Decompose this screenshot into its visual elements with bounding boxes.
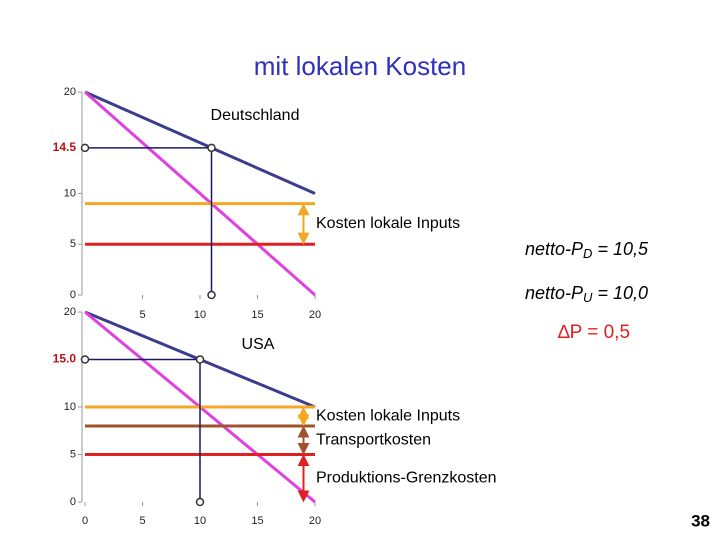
x-tick-label: 20 [309,309,321,321]
prefix: netto-P [525,239,583,259]
arrow-label: Kosten lokale Inputs [316,215,460,232]
chart-label: USA [242,336,275,353]
x-tick-label: 10 [194,515,206,527]
y-tick-label: 20 [64,86,76,98]
price-tick-label: 15.0 [53,352,77,366]
x-tick-label: 5 [139,309,145,321]
netto-pu: netto-PU = 10,0 [525,283,648,306]
x-tick-label: 10 [194,309,206,321]
x-tick-label: 0 [82,515,88,527]
y-tick-label: 20 [64,306,76,318]
y-tick-label: 10 [64,401,76,413]
x-tick-label: 20 [309,515,321,527]
prefix: netto-P [525,283,583,303]
x-tick-label: 15 [251,309,263,321]
point-marker [80,143,90,153]
guide-line [85,358,201,502]
arrow-label: Produktions-Grenzkosten [316,469,497,486]
guide-line [85,147,213,295]
y-tick-label: 5 [70,448,76,460]
arrow-label: Transportkosten [316,431,431,448]
point-marker [195,355,205,364]
page-number: 38 [691,511,710,530]
x-tick-label: 5 [139,515,145,527]
x-tick-label: 15 [251,515,263,527]
series-line [84,90,316,297]
arrow-label: Kosten lokale Inputs [316,408,460,425]
y-tick-label: 0 [70,496,76,508]
netto-pd: netto-PD = 10,5 [525,239,649,262]
slide-title: mit lokalen Kosten [254,51,466,81]
point-marker [207,143,216,153]
y-tick-label: 0 [70,289,76,301]
suffix: = 10,0 [592,283,648,303]
series-line [84,90,316,195]
subscript: U [583,290,593,305]
price-tick-label: 14.5 [53,140,77,154]
point-marker [80,355,90,364]
chart-label: Deutschland [211,107,300,124]
y-tick-label: 5 [70,238,76,250]
suffix: = 10,5 [592,239,649,259]
delta-p: ∆P = 0,5 [558,322,630,343]
y-tick-label: 10 [64,187,76,199]
point-marker [207,290,216,300]
subscript: D [583,246,592,261]
point-marker [195,497,205,507]
